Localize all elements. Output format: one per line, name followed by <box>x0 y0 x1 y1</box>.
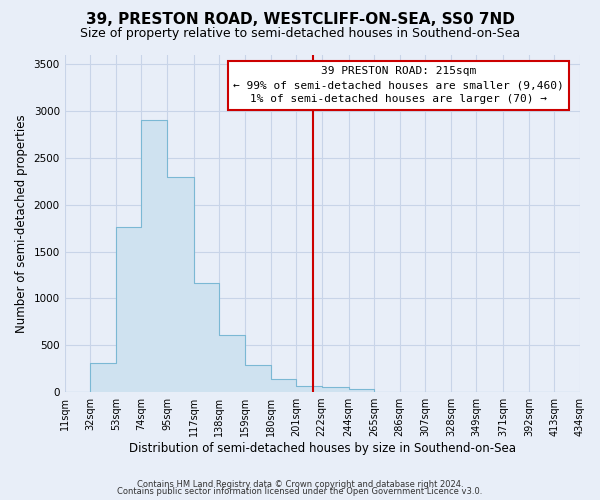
Text: Size of property relative to semi-detached houses in Southend-on-Sea: Size of property relative to semi-detach… <box>80 28 520 40</box>
Text: Contains HM Land Registry data © Crown copyright and database right 2024.: Contains HM Land Registry data © Crown c… <box>137 480 463 489</box>
Text: 39, PRESTON ROAD, WESTCLIFF-ON-SEA, SS0 7ND: 39, PRESTON ROAD, WESTCLIFF-ON-SEA, SS0 … <box>86 12 514 28</box>
X-axis label: Distribution of semi-detached houses by size in Southend-on-Sea: Distribution of semi-detached houses by … <box>129 442 516 455</box>
Y-axis label: Number of semi-detached properties: Number of semi-detached properties <box>15 114 28 333</box>
Text: Contains public sector information licensed under the Open Government Licence v3: Contains public sector information licen… <box>118 488 482 496</box>
Text: 39 PRESTON ROAD: 215sqm
← 99% of semi-detached houses are smaller (9,460)
1% of : 39 PRESTON ROAD: 215sqm ← 99% of semi-de… <box>233 66 564 104</box>
